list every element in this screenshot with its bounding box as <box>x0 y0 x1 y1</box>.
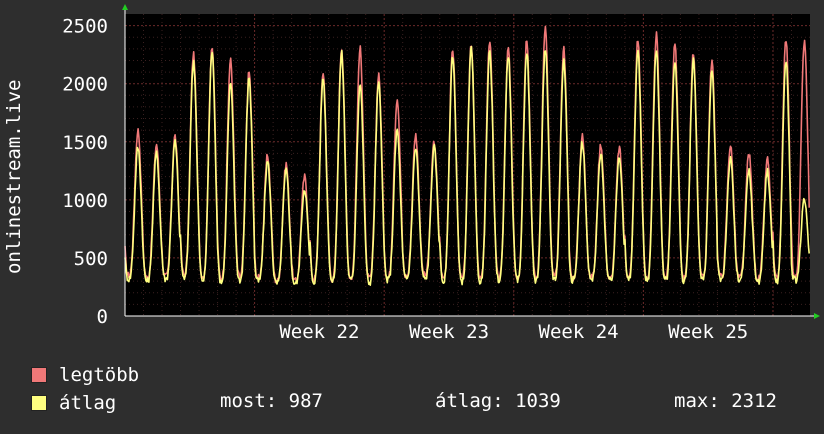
y-axis-title: onlinestream.live <box>3 80 25 274</box>
y-tick-label: 500 <box>74 248 108 270</box>
legend-label-max: legtöbb <box>59 364 140 386</box>
legend-item-avg: átlag <box>31 392 116 414</box>
y-tick-label: 0 <box>97 306 108 328</box>
y-axis-arrow <box>122 4 128 10</box>
y-tick-label: 2500 <box>62 16 108 38</box>
axis-layer <box>122 4 820 319</box>
stat-average: átlag: 1039 <box>435 390 561 412</box>
x-tick-label: Week 24 <box>539 321 619 343</box>
legend-swatch-max <box>31 367 47 383</box>
x-tick-label: Week 23 <box>409 321 489 343</box>
y-tick-labels: 0 500 1000 1500 2000 2500 <box>62 16 108 328</box>
series-line-avg <box>124 45 810 286</box>
series-layer <box>124 25 810 286</box>
y-tick-label: 1000 <box>62 190 108 212</box>
legend-label-avg: átlag <box>59 392 117 414</box>
legend-item-max: legtöbb <box>31 364 139 386</box>
x-tick-labels: Week 22 Week 23 Week 24 Week 25 <box>279 321 748 343</box>
y-tick-label: 1500 <box>62 132 108 154</box>
x-tick-label: Week 22 <box>279 321 359 343</box>
stat-current: most: 987 <box>220 390 323 412</box>
x-tick-label: Week 25 <box>668 321 748 343</box>
stat-maximum: max: 2312 <box>674 390 777 412</box>
legend-swatch-avg <box>31 395 47 411</box>
x-axis-arrow <box>814 313 820 319</box>
y-tick-label: 2000 <box>62 74 108 96</box>
